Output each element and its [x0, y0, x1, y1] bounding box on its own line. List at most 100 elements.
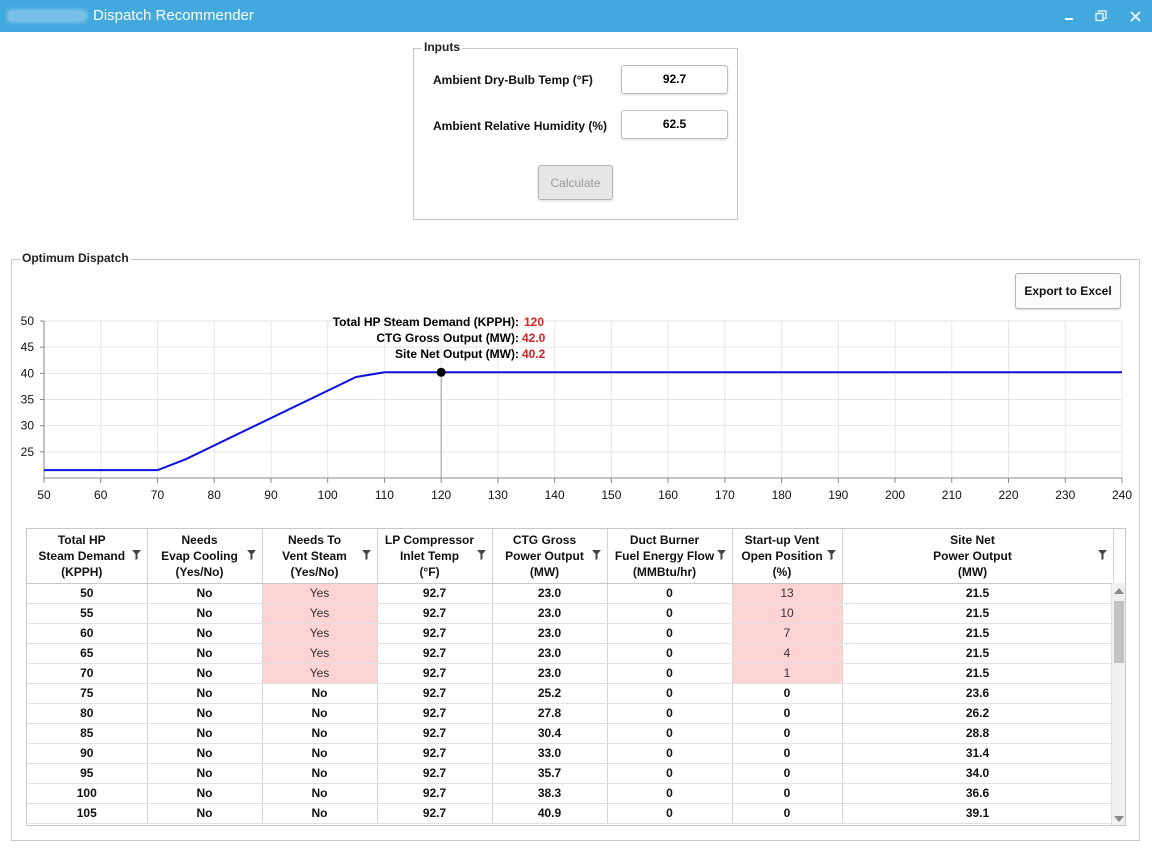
column-header-label: Needs Evap Cooling (Yes/No) — [161, 532, 238, 579]
column-header[interactable]: Needs Evap Cooling (Yes/No) — [147, 529, 263, 584]
table-cell: 92.7 — [377, 643, 493, 664]
table-cell: 95 — [27, 763, 148, 784]
table-cell: 0 — [607, 743, 733, 764]
close-icon — [1129, 10, 1141, 22]
table-cell: 92.7 — [377, 763, 493, 784]
export-to-excel-button[interactable]: Export to Excel — [1015, 273, 1121, 309]
restore-button[interactable] — [1090, 6, 1112, 26]
y-tick-label: 45 — [21, 340, 35, 354]
filter-icon[interactable] — [1097, 550, 1107, 560]
table-row[interactable]: 55 No Yes 92.7 23.0 0 10 21.5 — [27, 603, 1114, 624]
y-tick-label: 30 — [21, 419, 35, 433]
column-header-label: Total HP Steam Demand (KPPH) — [38, 532, 126, 579]
table-cell: No — [147, 623, 263, 644]
table-scrollbar[interactable] — [1111, 583, 1125, 825]
table-cell: 0 — [607, 643, 733, 664]
table-row[interactable]: 80 No No 92.7 27.8 0 0 26.2 — [27, 703, 1114, 724]
dry-bulb-field[interactable]: 92.7 — [621, 65, 728, 94]
column-header[interactable]: CTG Gross Power Output (MW) — [492, 529, 608, 584]
column-header[interactable]: LP Compressor Inlet Temp (°F) — [377, 529, 493, 584]
humidity-field[interactable]: 62.5 — [621, 110, 728, 139]
tooltip-line3-value: 40.2 — [522, 347, 546, 361]
table-row[interactable]: 50 No Yes 92.7 23.0 0 13 21.5 — [27, 583, 1114, 604]
x-tick-label: 190 — [828, 488, 848, 502]
column-header[interactable]: Needs To Vent Steam (Yes/No) — [262, 529, 378, 584]
cursor-point — [436, 367, 446, 377]
column-header[interactable]: Site Net Power Output (MW) — [842, 529, 1114, 584]
filter-icon[interactable] — [246, 550, 256, 560]
table-row[interactable]: 105 No No 92.7 40.9 0 0 39.1 — [27, 803, 1114, 824]
x-tick-label: 200 — [885, 488, 905, 502]
table-cell: 23.0 — [492, 603, 608, 624]
filter-icon[interactable] — [716, 550, 726, 560]
x-tick-label: 90 — [264, 488, 278, 502]
close-button[interactable] — [1124, 6, 1146, 26]
table-row[interactable]: 90 No No 92.7 33.0 0 0 31.4 — [27, 743, 1114, 764]
table-row[interactable]: 75 No No 92.7 25.2 0 0 23.6 — [27, 683, 1114, 704]
scroll-up-arrow-icon[interactable] — [1114, 587, 1124, 594]
table-cell: 92.7 — [377, 603, 493, 624]
table-cell: 21.5 — [842, 583, 1114, 604]
column-header[interactable]: Total HP Steam Demand (KPPH) — [27, 529, 148, 584]
column-header[interactable]: Duct Burner Fuel Energy Flow (MMBtu/hr) — [607, 529, 733, 584]
window-title: Dispatch Recommender — [93, 7, 254, 24]
filter-icon[interactable] — [361, 550, 371, 560]
table-cell: 0 — [607, 763, 733, 784]
table-cell: 90 — [27, 743, 148, 764]
column-header-label: CTG Gross Power Output (MW) — [505, 532, 584, 579]
table-cell: No — [147, 683, 263, 704]
column-header-label: Needs To Vent Steam (Yes/No) — [282, 532, 347, 579]
table-row[interactable]: 95 No No 92.7 35.7 0 0 34.0 — [27, 763, 1114, 784]
title-bar: Dispatch Recommender — [0, 0, 1152, 32]
tooltip-line2-label: CTG Gross Output (MW): — [376, 331, 519, 345]
dispatch-table[interactable]: Total HP Steam Demand (KPPH) Needs Evap C… — [26, 528, 1126, 826]
y-tick-label: 25 — [21, 445, 35, 459]
table-cell: 36.6 — [842, 783, 1114, 804]
dry-bulb-label: Ambient Dry-Bulb Temp (°F) — [433, 73, 593, 87]
table-cell: No — [147, 603, 263, 624]
table-cell: 0 — [732, 723, 843, 744]
table-row[interactable]: 65 No Yes 92.7 23.0 0 4 21.5 — [27, 643, 1114, 664]
table-cell: No — [262, 803, 378, 824]
column-header-label: Start-up Vent Open Position (%) — [741, 532, 823, 579]
table-cell: 0 — [607, 623, 733, 644]
table-cell: 21.5 — [842, 603, 1114, 624]
table-cell: 92.7 — [377, 803, 493, 824]
y-tick-label: 40 — [21, 366, 35, 380]
filter-icon[interactable] — [476, 550, 486, 560]
minimize-button[interactable] — [1058, 6, 1080, 26]
table-cell: 0 — [732, 683, 843, 704]
x-tick-label: 100 — [318, 488, 338, 502]
dispatch-chart[interactable]: 50 60 70 80 90 100 110 120 130 140 150 160 170 180 190… — [0, 0, 1152, 520]
table-cell: 35.7 — [492, 763, 608, 784]
table-row[interactable]: 85 No No 92.7 30.4 0 0 28.8 — [27, 723, 1114, 744]
table-cell: 34.0 — [842, 763, 1114, 784]
table-cell: No — [147, 763, 263, 784]
table-cell: No — [147, 703, 263, 724]
scroll-down-arrow-icon[interactable] — [1114, 816, 1124, 823]
table-cell: No — [147, 643, 263, 664]
table-cell: Yes — [262, 643, 378, 664]
table-row[interactable]: 70 No Yes 92.7 23.0 0 1 21.5 — [27, 663, 1114, 684]
table-cell: 0 — [607, 663, 733, 684]
scrollbar-thumb[interactable] — [1114, 601, 1124, 663]
filter-icon[interactable] — [131, 550, 141, 560]
table-cell: Yes — [262, 603, 378, 624]
table-cell: 40.9 — [492, 803, 608, 824]
app-name-blurred — [6, 9, 88, 23]
filter-icon[interactable] — [591, 550, 601, 560]
x-tick-label: 120 — [431, 488, 451, 502]
filter-icon[interactable] — [826, 550, 836, 560]
column-header-label: Duct Burner Fuel Energy Flow (MMBtu/hr) — [614, 532, 715, 579]
table-cell: 70 — [27, 663, 148, 684]
x-tick-label: 160 — [658, 488, 678, 502]
table-cell: Yes — [262, 583, 378, 604]
table-cell: No — [262, 763, 378, 784]
table-row[interactable]: 100 No No 92.7 38.3 0 0 36.6 — [27, 783, 1114, 804]
table-row[interactable]: 60 No Yes 92.7 23.0 0 7 21.5 — [27, 623, 1114, 644]
column-header[interactable]: Start-up Vent Open Position (%) — [732, 529, 843, 584]
table-cell: No — [262, 683, 378, 704]
table-cell: 0 — [607, 703, 733, 724]
calculate-button[interactable]: Calculate — [538, 165, 613, 200]
table-cell: 0 — [732, 803, 843, 824]
